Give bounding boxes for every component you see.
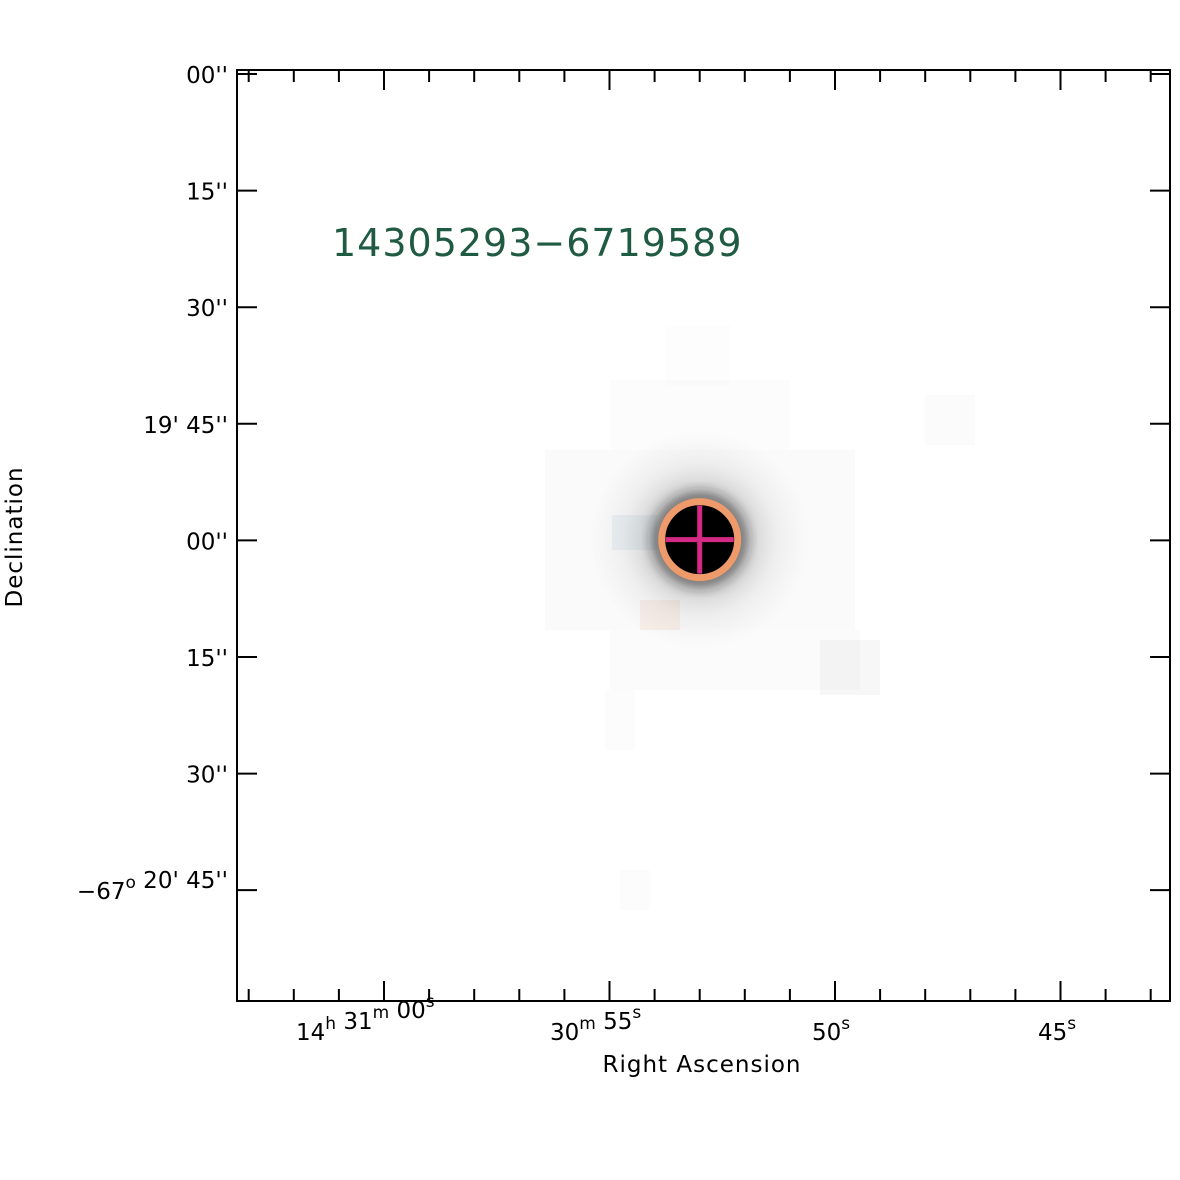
image-pixel-block xyxy=(605,690,635,750)
image-pixel-block xyxy=(665,325,730,385)
y-tick-label: 19' 45'' xyxy=(143,413,228,439)
source-id-label: 14305293−6719589 xyxy=(332,221,743,265)
x-axis-tick-labels: 14h 31m 00s 30m 55s 50s 45s xyxy=(296,992,1076,1046)
image-pixel-block xyxy=(620,870,650,910)
y-axis-title: Declination xyxy=(2,466,28,607)
x-axis-ticks xyxy=(247,70,1152,1001)
x-tick-label: 30m 55s xyxy=(550,1003,641,1046)
x-axis-title: Right Ascension xyxy=(603,1052,802,1078)
y-tick-label: 15'' xyxy=(186,646,228,672)
y-tick-label: 00'' xyxy=(186,529,228,555)
y-tick-label: −67o 20' 45'' xyxy=(77,868,228,905)
y-tick-label: 30'' xyxy=(186,296,228,322)
x-tick-label: 45s xyxy=(1038,1014,1076,1046)
x-tick-label: 14h 31m 00s xyxy=(296,992,435,1046)
y-axis-tick-labels: 00'' 15'' 30'' 19' 45'' 00'' 15'' 30'' −67o 20'… xyxy=(77,63,228,905)
image-pixel-block xyxy=(820,640,880,695)
x-tick-label: 50s xyxy=(812,1014,850,1046)
y-tick-label: 00'' xyxy=(186,63,228,89)
source-marker xyxy=(589,429,810,650)
plot-frame xyxy=(236,69,1171,1002)
y-tick-label: 30'' xyxy=(186,763,228,789)
image-pixel-block xyxy=(925,395,975,445)
y-tick-label: 15'' xyxy=(186,180,228,206)
y-axis-ticks xyxy=(237,73,1170,892)
